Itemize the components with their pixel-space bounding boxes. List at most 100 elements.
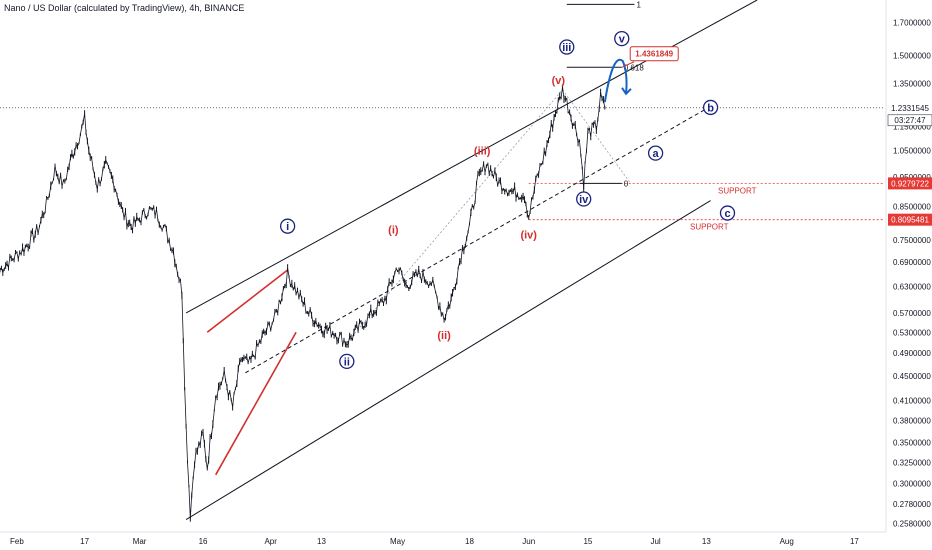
wave-label-ii: (ii): [437, 330, 451, 342]
x-tick-label: Feb: [10, 537, 24, 546]
channel-mid-line: [245, 105, 711, 374]
wave-label-iv: iv: [576, 191, 592, 207]
chart-title: Nano / US Dollar (calculated by TradingV…: [4, 3, 244, 13]
wave-label-b: b: [702, 99, 719, 116]
fib-level-label: 0.618: [624, 63, 645, 72]
target-pointer: [621, 61, 635, 68]
horizontal-levels: SUPPORT SUPPORT 1 0.618 0: [0, 0, 884, 232]
y-tick-label: 0.6900000: [893, 258, 931, 267]
x-tick-label: 15: [583, 537, 592, 546]
y-tick-label: 0.8500000: [893, 203, 931, 212]
target-box: [629, 46, 679, 62]
wave-text: iii: [562, 42, 571, 54]
red-support-line: [215, 331, 297, 476]
x-tick-label: 17: [850, 537, 859, 546]
wave-text: (i): [388, 225, 399, 237]
y-tick-label: 0.5300000: [893, 328, 931, 337]
wave-text: (v): [552, 75, 566, 87]
wave-connector-line: [346, 89, 563, 343]
projection-arrow: [603, 58, 628, 103]
support-label: SUPPORT: [690, 223, 729, 232]
wave-text: i: [286, 221, 289, 233]
y-tick-label: 1.3500000: [893, 80, 931, 89]
support-price-tag-label: 0.8095481: [891, 216, 929, 225]
wave-label-i: (i): [388, 225, 399, 237]
wave-text: (iii): [474, 146, 491, 158]
y-tick-label: 0.5700000: [893, 309, 931, 318]
wave-circle: [647, 145, 664, 161]
red-resistance-line: [206, 269, 289, 333]
wave-circle: [279, 218, 296, 234]
price-series: [0, 84, 606, 522]
wave-circle: [576, 191, 592, 207]
y-tick-label: 0.3800000: [893, 417, 931, 426]
projection-arrowhead: [621, 87, 632, 96]
y-tick-label: 0.2580000: [893, 520, 931, 529]
price-line: [0, 86, 606, 519]
y-tick-label: 0.3250000: [893, 458, 931, 467]
y-tick-label: 1.5000000: [893, 52, 931, 61]
y-tick-label: 0.4100000: [893, 397, 931, 406]
y-tick-label: 1.7000000: [893, 18, 931, 27]
x-tick-label: Jul: [650, 537, 660, 546]
wave-label-iii: (iii): [474, 146, 491, 158]
wave-label-i: i: [279, 218, 296, 234]
y-tick-label: 0.3500000: [893, 439, 931, 448]
wave-circle: [719, 205, 736, 221]
x-tick-label: Aug: [780, 537, 794, 546]
fib-level-label: 1: [636, 0, 641, 9]
target-label: 1.4361849: [635, 50, 673, 59]
y-tick-label: 0.4900000: [893, 349, 931, 358]
x-tick-label: 13: [317, 537, 326, 546]
wave-connector-line: [562, 89, 631, 184]
x-tick-label: 16: [199, 537, 208, 546]
current-price-tag-box: [888, 101, 932, 114]
y-tick-label: 0.6300000: [893, 282, 931, 291]
y-tick-label: 0.7500000: [893, 236, 931, 245]
wave-label-ii: ii: [339, 353, 355, 370]
x-tick-label: 17: [80, 537, 89, 546]
wave-text: a: [653, 148, 660, 160]
wave-text: iv: [579, 194, 589, 206]
wave-text: v: [619, 34, 626, 46]
x-tick-label: 13: [702, 537, 711, 546]
wave-text: c: [724, 208, 730, 220]
wave-label-v: v: [614, 30, 630, 47]
wave-text: b: [707, 102, 714, 114]
wave-text: (iv): [520, 230, 537, 242]
wave-text: (ii): [437, 330, 451, 342]
wave-label-a: a: [647, 145, 664, 161]
x-axis: Feb 17 Mar 16 Apr 13 May 18 Jun 15 Jul 13 Aug 17: [10, 537, 859, 546]
support-price-tag-label: 0.9279722: [891, 179, 929, 188]
wave-label-c: c: [719, 205, 736, 221]
y-tick-label: 1.0500000: [893, 147, 931, 156]
x-tick-label: Mar: [133, 537, 147, 546]
wave-circle: [614, 30, 630, 47]
channel-lower-line: [185, 200, 711, 520]
y-tick-label: 0.3000000: [893, 480, 931, 489]
support-price-tag-box: [888, 177, 932, 190]
x-tick-label: May: [390, 537, 405, 546]
x-tick-label: 18: [465, 537, 474, 546]
y-tick-label: 0.2780000: [893, 500, 931, 509]
wave-circle: [339, 353, 355, 370]
y-tick-label: 0.4500000: [893, 372, 931, 381]
price-tags: 0.9279722 0.8095481 1.2331545 03:27:47: [887, 101, 932, 226]
x-tick-label: Apr: [264, 537, 277, 546]
countdown-box: [887, 114, 932, 127]
countdown-label: 03:27:47: [894, 116, 926, 125]
wave-text: ii: [344, 356, 350, 368]
support-price-tag-box: [888, 213, 932, 226]
current-price-tag-label: 1.2331545: [891, 104, 929, 113]
wave-label-v: (v): [552, 75, 566, 87]
wave-circle: [559, 39, 575, 55]
wave-label-iii: iii: [559, 39, 575, 55]
x-tick-label: Jun: [522, 537, 535, 546]
support-label: SUPPORT: [718, 186, 757, 195]
y-tick-label: 1.1500000: [893, 122, 931, 131]
wave-label-iv: (iv): [520, 230, 537, 242]
fib-level-label: 0: [624, 179, 629, 188]
